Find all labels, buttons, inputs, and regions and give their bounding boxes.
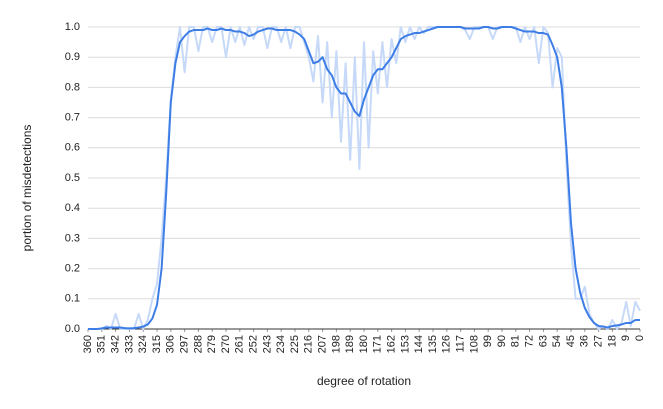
y-tick-label: 0.5: [65, 172, 80, 184]
x-axis-title: degree of rotation: [317, 374, 411, 388]
x-tick-label: 72: [524, 335, 536, 347]
x-tick-label: 360: [82, 335, 94, 353]
x-tick-label: 144: [413, 335, 425, 353]
x-tick-label: 54: [551, 335, 563, 347]
x-tick-label: 252: [248, 335, 260, 353]
y-axis-title: portion of misdetections: [20, 125, 34, 252]
y-tick-label: 0.3: [65, 232, 80, 244]
y-tick-label: 0.6: [65, 142, 80, 154]
x-tick-label: 108: [468, 335, 480, 353]
x-tick-label: 45: [565, 335, 577, 347]
x-tick-label: 207: [317, 335, 329, 353]
x-tick-label: 225: [289, 335, 301, 353]
x-tick-label: 270: [220, 335, 232, 353]
x-tick-label: 36: [579, 335, 591, 347]
x-tick-label: 306: [165, 335, 177, 353]
x-tick-label: 90: [496, 335, 508, 347]
y-tick-label: 0.4: [65, 202, 80, 214]
x-tick-label: 234: [275, 335, 287, 353]
x-tick-label: 216: [303, 335, 315, 353]
x-tick-label: 261: [234, 335, 246, 353]
x-tick-label: 153: [399, 335, 411, 353]
x-tick-label: 333: [123, 335, 135, 353]
x-tick-label: 9: [620, 335, 632, 341]
y-tick-label: 0.2: [65, 263, 80, 275]
x-tick-label: 198: [330, 335, 342, 353]
x-tick-label: 342: [110, 335, 122, 353]
x-tick-label: 0: [634, 335, 646, 341]
y-tick-label: 0.7: [65, 112, 80, 124]
y-tick-label: 0.8: [65, 81, 80, 93]
x-tick-label: 117: [455, 335, 467, 353]
x-tick-label: 162: [386, 335, 398, 353]
x-tick-label: 99: [482, 335, 494, 347]
x-tick-label: 63: [537, 335, 549, 347]
x-tick-label: 324: [137, 335, 149, 353]
y-tick-label: 0.9: [65, 51, 80, 63]
y-tick-label: 0.0: [65, 323, 80, 335]
x-tick-label: 288: [192, 335, 204, 353]
x-tick-label: 189: [344, 335, 356, 353]
x-tick-label: 351: [96, 335, 108, 353]
x-tick-label: 297: [179, 335, 191, 353]
x-tick-label: 243: [261, 335, 273, 353]
x-tick-label: 18: [606, 335, 618, 347]
x-tick-label: 126: [441, 335, 453, 353]
x-tick-label: 135: [427, 335, 439, 353]
x-tick-label: 171: [372, 335, 384, 353]
y-tick-label: 0.1: [65, 293, 80, 305]
y-tick-label: 1.0: [65, 21, 80, 33]
x-tick-label: 27: [593, 335, 605, 347]
x-tick-label: 315: [151, 335, 163, 353]
data-line: [88, 26, 641, 330]
x-tick-label: 279: [206, 335, 218, 353]
data-line: [88, 26, 640, 330]
x-tick-label: 81: [510, 335, 522, 347]
x-tick-label: 180: [358, 335, 370, 353]
